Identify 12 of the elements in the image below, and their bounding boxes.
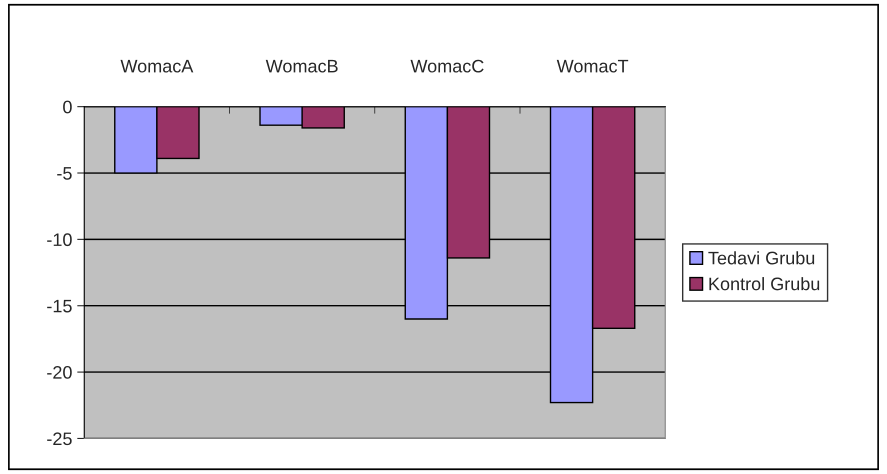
y-tick-label: -15 bbox=[47, 300, 72, 312]
x-tick-label: WomacT bbox=[556, 60, 628, 73]
y-tick-label: -25 bbox=[47, 432, 72, 446]
legend-label: Tedavi Grubu bbox=[708, 251, 814, 264]
y-tick-label: -20 bbox=[47, 366, 72, 379]
x-tick-label: WomacB bbox=[266, 60, 338, 73]
y-tick-label: 0 bbox=[63, 100, 72, 114]
y-tick-label: -5 bbox=[57, 167, 72, 180]
x-tick-label: WomacA bbox=[120, 60, 194, 73]
x-tick-label: WomacC bbox=[410, 60, 484, 73]
y-tick-label: -10 bbox=[47, 233, 72, 246]
legend-label: Kontrol Grubu bbox=[709, 277, 820, 290]
